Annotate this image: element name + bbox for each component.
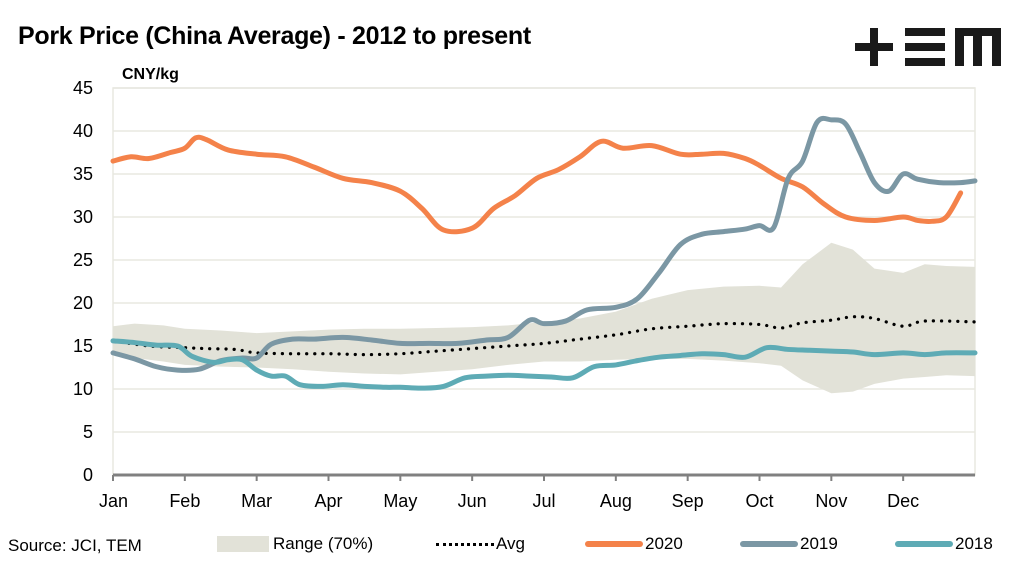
tem-logo-icon [855, 28, 1001, 66]
legend-label-2020: 2020 [645, 534, 683, 553]
y-tick-label: 10 [73, 379, 93, 399]
y-tick-label: 15 [73, 336, 93, 356]
series-line-2020 [110, 134, 964, 235]
legend-label-2018: 2018 [955, 534, 993, 553]
legend-swatch-2018 [895, 541, 953, 547]
legend-swatch-avg [436, 542, 494, 548]
y-tick-label: 5 [83, 422, 93, 442]
x-tick-label: Sep [672, 491, 704, 511]
legend-item-2020: 2020 [585, 534, 683, 554]
x-tick-label: May [383, 491, 417, 511]
legend-label-range: Range (70%) [273, 534, 374, 553]
x-tick-label: Jul [532, 491, 555, 511]
x-tick-label: Aug [600, 491, 632, 511]
legend-label-avg: Avg [496, 534, 525, 553]
y-tick-label: 30 [73, 207, 93, 227]
legend-item-2019: 2019 [740, 534, 838, 554]
x-tick-label: Jun [458, 491, 487, 511]
x-tick-label: Mar [241, 491, 272, 511]
range-band-layer [113, 242, 975, 394]
series-line-2019 [110, 115, 978, 373]
series-layer [110, 115, 978, 391]
x-tick-label: Dec [887, 491, 919, 511]
y-tick-label: 25 [73, 250, 93, 270]
legend-swatch-2019 [740, 541, 798, 547]
chart-title: Pork Price (China Average) - 2012 to pre… [18, 22, 531, 50]
x-tick-label: Oct [745, 491, 773, 511]
legend-item-avg: Avg [436, 534, 525, 554]
axis-layer: 0 5 10 15 20 25 30 35 40 45 Jan Feb Mar Apr May Jun Jul A… [73, 78, 975, 511]
legend-swatch-range [217, 536, 269, 552]
range-band-area [113, 242, 975, 394]
series-line-2018 [110, 338, 978, 391]
source-note: Source: JCI, TEM [8, 536, 142, 555]
x-tick-label: Jan [99, 491, 128, 511]
y-tick-label: 35 [73, 164, 93, 184]
y-tick-label: 0 [83, 465, 93, 485]
y-tick-label: 20 [73, 293, 93, 313]
legend-item-2018: 2018 [895, 534, 993, 554]
y-axis-label: CNY/kg [122, 66, 179, 83]
x-tick-label: Nov [815, 491, 847, 511]
x-tick-label: Feb [169, 491, 200, 511]
y-tick-label: 40 [73, 121, 93, 141]
y-tick-label: 45 [73, 78, 93, 98]
legend-swatch-2020 [585, 541, 643, 547]
legend-label-2019: 2019 [800, 534, 838, 553]
legend-item-range: Range (70%) [217, 534, 373, 554]
x-tick-label: Apr [314, 491, 342, 511]
